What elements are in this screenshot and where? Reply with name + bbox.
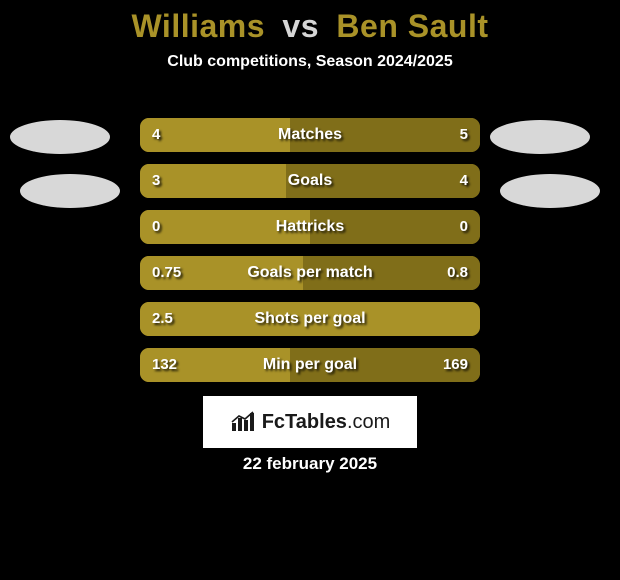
metric-row: Hattricks00 — [0, 210, 620, 244]
logo-text: FcTables.com — [262, 411, 391, 434]
player-photo — [20, 174, 120, 208]
logo-text-bold: FcTables — [262, 411, 347, 433]
bar-track — [140, 210, 480, 244]
bar-left — [140, 118, 290, 152]
fctables-logo: FcTables.com — [203, 396, 417, 448]
bar-left — [140, 302, 480, 336]
player1-name: Williams — [132, 8, 266, 44]
bar-left — [140, 256, 303, 290]
subtitle: Club competitions, Season 2024/2025 — [0, 53, 620, 71]
player-photo — [490, 120, 590, 154]
bar-left — [140, 210, 310, 244]
bar-track — [140, 256, 480, 290]
bar-track — [140, 348, 480, 382]
bar-track — [140, 302, 480, 336]
vs-separator: vs — [282, 8, 319, 44]
bar-left — [140, 348, 290, 382]
player-photo — [500, 174, 600, 208]
bar-right — [303, 256, 480, 290]
bar-left — [140, 164, 286, 198]
metrics-chart: Matches45Goals34Hattricks00Goals per mat… — [0, 118, 620, 394]
logo-text-thin: .com — [347, 411, 390, 433]
comparison-title: Williams vs Ben Sault — [0, 0, 620, 45]
bar-right — [290, 348, 480, 382]
bar-right — [310, 210, 480, 244]
bar-right — [286, 164, 480, 198]
bar-track — [140, 164, 480, 198]
chart-icon — [230, 411, 256, 433]
date-line: 22 february 2025 — [0, 454, 620, 474]
metric-row: Min per goal132169 — [0, 348, 620, 382]
metric-row: Goals per match0.750.8 — [0, 256, 620, 290]
player2-name: Ben Sault — [336, 8, 488, 44]
bar-track — [140, 118, 480, 152]
metric-row: Shots per goal2.5 — [0, 302, 620, 336]
bar-right — [290, 118, 480, 152]
player-photo — [10, 120, 110, 154]
